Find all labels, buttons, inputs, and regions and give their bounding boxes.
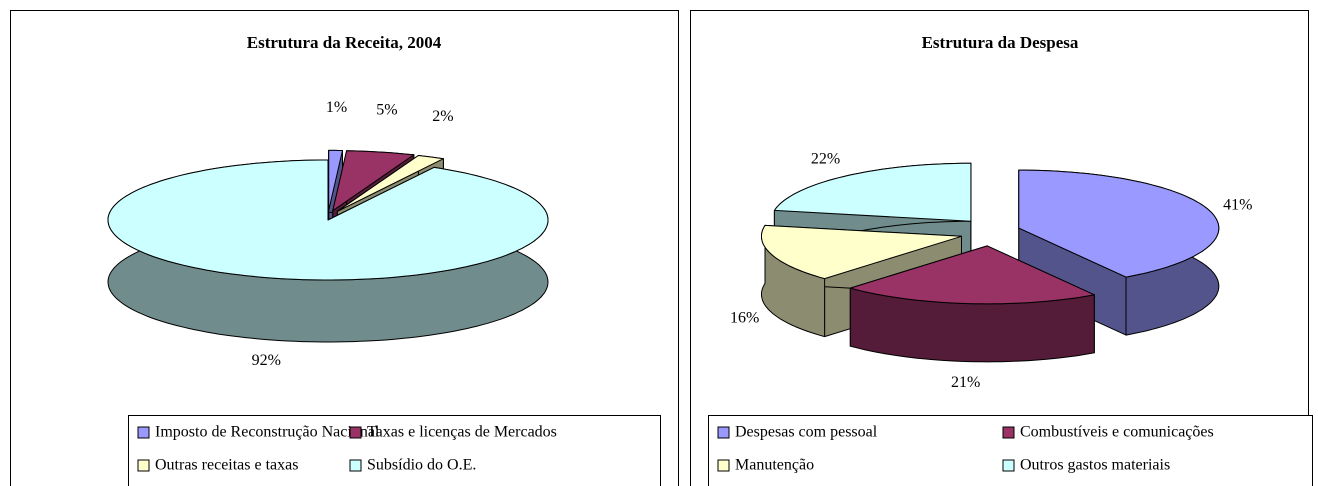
legend-swatch bbox=[1002, 426, 1015, 439]
legend-label: Outras receitas e taxas bbox=[155, 457, 298, 474]
legend-swatch bbox=[137, 426, 150, 439]
legend-swatch bbox=[1002, 459, 1015, 472]
data-label: 22% bbox=[811, 150, 840, 167]
slice bbox=[849, 245, 1095, 305]
slice bbox=[332, 150, 415, 212]
chart-title: Estrutura da Despesa bbox=[922, 33, 1079, 52]
data-label: 21% bbox=[951, 374, 980, 391]
legend-label: Outros gastos materiais bbox=[1020, 457, 1170, 474]
data-label: 5% bbox=[376, 101, 397, 118]
data-label: 41% bbox=[1223, 196, 1252, 213]
legend-label: Imposto de Reconstrução Nacional bbox=[155, 424, 380, 441]
legend-swatch bbox=[349, 426, 362, 439]
slice bbox=[107, 159, 549, 281]
legend-swatch bbox=[717, 459, 730, 472]
slice bbox=[336, 155, 444, 212]
data-label: 92% bbox=[252, 352, 281, 369]
legend-swatch bbox=[717, 426, 730, 439]
legend-label: Subsídio do O.E. bbox=[367, 457, 476, 474]
legend-label: Manutenção bbox=[735, 457, 814, 474]
legend-frame bbox=[128, 415, 661, 486]
legend-swatch bbox=[349, 459, 362, 472]
legend-label: Combustíveis e comunicações bbox=[1020, 424, 1214, 441]
data-label: 16% bbox=[730, 310, 759, 327]
legend-label: Taxas e licenças de Mercados bbox=[367, 424, 557, 441]
slice bbox=[773, 162, 972, 222]
data-label: 1% bbox=[326, 99, 347, 116]
chart-title: Estrutura da Receita, 2004 bbox=[247, 33, 442, 52]
data-label: 2% bbox=[432, 108, 453, 125]
slice bbox=[328, 149, 343, 211]
slice bbox=[1018, 169, 1220, 278]
legend-swatch bbox=[137, 459, 150, 472]
slice bbox=[761, 224, 962, 280]
legend-label: Despesas com pessoal bbox=[735, 424, 878, 441]
